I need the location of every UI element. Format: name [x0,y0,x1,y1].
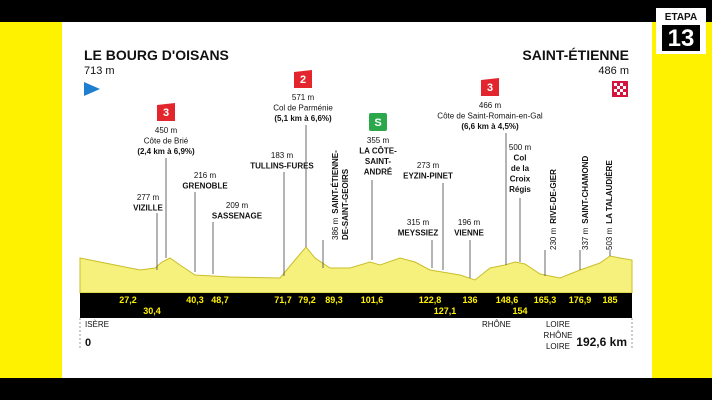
place: GRENOBLE [182,182,228,191]
elevation: 450 m [155,126,178,135]
start-km: 0 [85,337,91,349]
place: EYZIN-PINET [403,172,453,181]
elevation: 386 m [331,217,340,240]
badge-label: ETAPA [665,12,697,23]
km-label: 154 [512,306,527,316]
badge-number: 13 [668,25,695,52]
place: LA TALAUDIÈRE [605,160,614,224]
icon-bg [157,103,175,121]
elevation: 500 m [509,143,532,152]
finish-name: SAINT-ÉTIENNE [522,47,629,63]
profile [79,246,633,294]
waypoint-label: 230 m RIVE-DE-GIER [549,169,558,250]
icon-bg [294,70,312,88]
km-label: 40,3 [186,295,204,305]
category-icon [157,103,175,121]
icon-bg [369,113,387,131]
elevation: 196 m [458,218,481,227]
category-icon [481,78,499,96]
finish-icon [612,81,628,97]
side-right [652,22,712,378]
elevation: 337 m [581,227,590,250]
elevation: 230 m [549,227,558,250]
category: 3 [163,107,169,119]
bottom-bar [0,378,712,400]
elevation: 216 m [194,171,217,180]
region: RHÔNE [482,320,511,329]
place: SAINT- [365,157,392,166]
climb-detail: (5,1 km à 6,6%) [274,114,332,123]
place: SAINT-ÉTIENNE- [331,150,340,214]
region: LOIRE [546,342,570,351]
finish-elevation: 486 m [598,65,629,77]
waypoint-label: DE-SAINT-GEOIRS [341,168,350,240]
place: Régis [509,185,531,194]
waypoint-label: 386 m SAINT-ÉTIENNE- [331,150,340,240]
km-label: 176,9 [569,295,592,305]
place: Col de Parménie [273,104,333,113]
place: Col [514,154,527,163]
climb-detail: (6,6 km à 4,5%) [461,122,519,131]
place: Croix [510,175,531,184]
km-label: 71,7 [274,295,292,305]
km-label: 185 [602,295,617,305]
region: ISÈRE [85,320,109,329]
category: S [374,117,381,129]
start-icon [84,82,100,96]
place: Côte de Brié [144,137,189,146]
elevation: 183 m [271,151,294,160]
badge-box [662,25,700,51]
place: VIENNE [454,229,484,238]
elevation: 273 m [417,161,440,170]
km-label: 30,4 [143,306,161,316]
category-icon [369,113,387,131]
km-label: 148,6 [496,295,519,305]
place: LA CÔTE- [359,147,397,156]
place: de la [511,164,530,173]
waypoint-label: 337 m SAINT-CHAMOND [581,156,590,250]
side-left [0,22,62,378]
elevation: 277 m [137,193,160,202]
km-label: 27,2 [119,295,137,305]
finish-km: 192,6 km [576,335,627,349]
icon-bg [481,78,499,96]
km-label: 48,7 [211,295,229,305]
km-label: 165,3 [534,295,557,305]
climb-detail: (2,4 km à 6,9%) [137,147,195,156]
place: RIVE-DE-GIER [549,169,558,224]
elevation: 466 m [479,101,502,110]
top-bar [0,0,712,22]
place: SASSENAGE [212,212,263,221]
start-elevation: 713 m [84,65,115,77]
place: SAINT-CHAMOND [581,156,590,224]
category: 3 [487,82,493,94]
km-label: 127,1 [434,306,457,316]
place: Côte de Saint-Romain-en-Gal [437,112,543,121]
elevation: 315 m [407,218,430,227]
place: MEYSSIEZ [398,229,439,238]
km-band [80,293,632,318]
start-name: LE BOURG D'OISANS [84,47,229,63]
place: DE-SAINT-GEOIRS [341,168,350,240]
place: ANDRÉ [364,168,393,177]
place: TULLINS-FURES [250,162,314,171]
category: 2 [300,74,306,86]
waypoint-label: 503 m LA TALAUDIÈRE [605,160,614,250]
km-label: 101,6 [361,295,384,305]
elevation: 355 m [367,136,390,145]
km-label: 122,8 [419,295,442,305]
region: LOIRE [546,320,570,329]
region: RHÔNE [544,331,573,340]
category-icon [294,70,312,88]
km-label: 79,2 [298,295,316,305]
elevation: 571 m [292,93,315,102]
km-label: 89,3 [325,295,343,305]
place: VIZILLE [133,204,163,213]
elevation: 503 m [605,227,614,250]
elevation: 209 m [226,201,249,210]
km-label: 136 [462,295,477,305]
